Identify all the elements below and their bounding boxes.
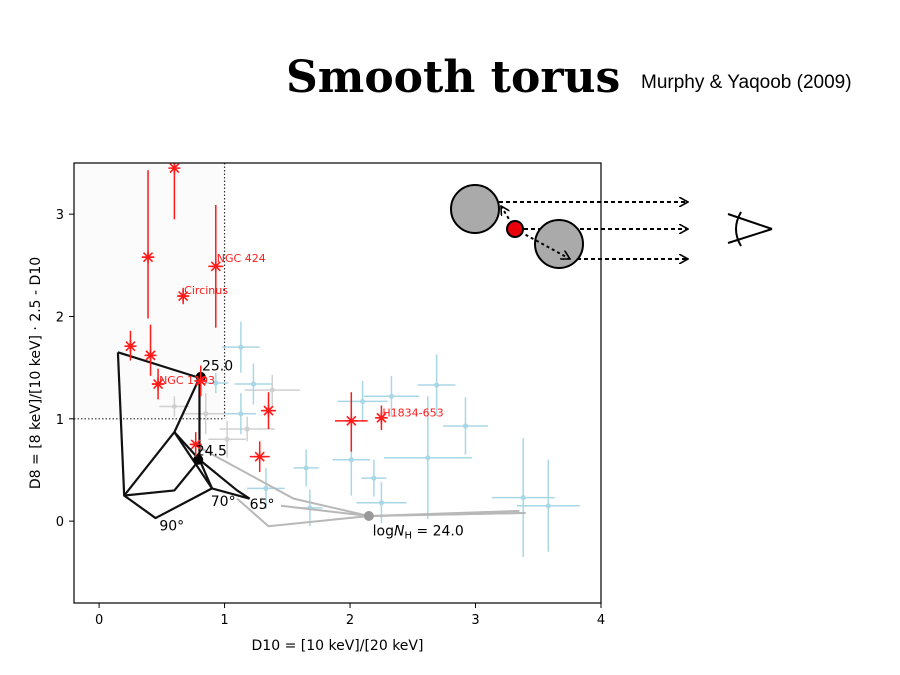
grey-point bbox=[171, 404, 177, 410]
model-annotation: logNH = 24.0 bbox=[373, 523, 464, 541]
plot-area bbox=[74, 163, 580, 557]
agn-source bbox=[506, 220, 524, 238]
red-point-marker bbox=[253, 450, 266, 463]
blue-point bbox=[238, 411, 244, 417]
slide-title: Smooth torus bbox=[286, 52, 621, 103]
blue-point bbox=[388, 393, 395, 399]
blue-point bbox=[250, 381, 257, 387]
plot-layer: NGC 424 Circinus NGC 1193 H1834-653 25.0 24.5… bbox=[28, 162, 605, 654]
blue-point bbox=[348, 457, 354, 463]
black-model-grid-line bbox=[173, 431, 251, 500]
grey-model-marker bbox=[363, 511, 374, 522]
blue-point bbox=[238, 344, 244, 350]
model-annotation: 70° bbox=[211, 494, 236, 510]
black-model-grid-line bbox=[198, 459, 214, 489]
red-point-marker bbox=[142, 251, 155, 264]
y-tick-label: 3 bbox=[56, 208, 64, 223]
black-model-grid-line bbox=[116, 351, 201, 497]
blue-point bbox=[303, 465, 309, 471]
blue-point bbox=[462, 423, 469, 429]
y-tick-label: 1 bbox=[56, 413, 64, 428]
model-annotation: 65° bbox=[250, 497, 275, 513]
y-axis-label: D8 = [8 keV]/[10 keV] · 2.5 - D10 bbox=[28, 257, 44, 489]
grey-point bbox=[269, 387, 275, 393]
reflection-arrow-up bbox=[501, 206, 516, 230]
blue-point bbox=[371, 475, 377, 481]
model-annotation: 90° bbox=[159, 518, 184, 534]
model-annotation: 24.5 bbox=[196, 444, 227, 460]
grey-point bbox=[203, 411, 209, 417]
red-source-label: H1834-653 bbox=[382, 407, 443, 420]
red-point-marker bbox=[168, 163, 181, 175]
x-tick-label: 4 bbox=[597, 613, 605, 628]
red-point-marker bbox=[194, 374, 207, 387]
y-tick-label: 2 bbox=[56, 310, 64, 325]
x-tick-label: 1 bbox=[220, 613, 228, 628]
blue-point bbox=[520, 495, 526, 501]
blue-point bbox=[434, 382, 440, 388]
blue-point bbox=[213, 380, 219, 386]
x-tick-label: 3 bbox=[471, 613, 479, 628]
blue-point bbox=[545, 503, 551, 509]
eye-icon bbox=[727, 211, 773, 247]
black-model-grid-line bbox=[123, 487, 213, 520]
model-annotation: 25.0 bbox=[202, 359, 233, 375]
grey-point bbox=[224, 436, 230, 442]
grey-model-grid-line bbox=[236, 497, 520, 528]
black-model-marker bbox=[193, 454, 204, 465]
reflection-arrow-down bbox=[514, 228, 570, 259]
red-point-marker bbox=[177, 290, 190, 303]
red-source-label: Circinus bbox=[184, 284, 228, 297]
x-axis-label: D10 = [10 keV]/[20 keV] bbox=[252, 638, 424, 654]
blue-point bbox=[378, 500, 385, 506]
red-source-label: NGC 424 bbox=[217, 252, 266, 265]
red-point-marker bbox=[124, 340, 137, 353]
torus-cloud-upper bbox=[450, 184, 500, 234]
red-source-label: NGC 1193 bbox=[159, 374, 215, 387]
red-point-marker bbox=[189, 438, 202, 451]
red-point-marker bbox=[262, 404, 275, 417]
red-point-marker bbox=[209, 260, 222, 273]
blue-point bbox=[263, 485, 269, 491]
red-point-marker bbox=[152, 378, 165, 391]
red-point-marker bbox=[375, 411, 388, 424]
x-tick-label: 0 bbox=[95, 613, 103, 628]
plot-frame bbox=[73, 162, 602, 604]
y-tick-label: 0 bbox=[56, 515, 64, 530]
grey-point bbox=[244, 426, 250, 432]
x-tick-label: 2 bbox=[346, 613, 354, 628]
red-point-marker bbox=[144, 349, 157, 362]
blue-point bbox=[359, 398, 366, 405]
blue-point bbox=[425, 455, 431, 461]
reference-citation: Murphy & Yaqoob (2009) bbox=[641, 72, 852, 93]
red-point-marker bbox=[345, 414, 358, 427]
